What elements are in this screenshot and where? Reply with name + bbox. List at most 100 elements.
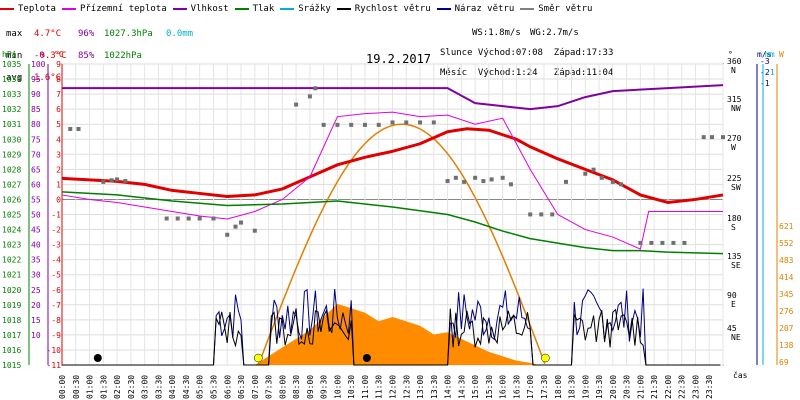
legend-item: Náraz větru — [436, 2, 514, 16]
series-line-teplota — [61, 127, 724, 204]
max-press: 1027.3hPa — [104, 29, 153, 39]
tick-x: 21:30 — [650, 375, 659, 399]
marker-moon-rise — [93, 354, 102, 362]
wind-direction-point — [660, 240, 665, 245]
tick-hpa: 1031 — [2, 120, 21, 129]
tick-pct: 10 — [31, 331, 41, 340]
wind-direction-point — [453, 175, 458, 180]
tick-w: 483 — [779, 256, 794, 265]
tick-temp: -2 — [51, 226, 61, 235]
tick-pct: 35 — [31, 256, 41, 265]
tick-dir-name: S — [731, 223, 736, 232]
tick-dir: 360 — [727, 57, 742, 66]
tick-dir-name: W — [731, 143, 736, 152]
tick-x: 22:00 — [664, 375, 673, 399]
tick-pct: 60 — [31, 180, 41, 189]
min-hum: 85% — [78, 51, 95, 61]
wind-direction-point — [307, 94, 312, 99]
wind-direction-point — [418, 120, 423, 125]
tick-x: 20:30 — [623, 375, 632, 399]
tick-x: 15:30 — [485, 375, 494, 399]
tick-temp: -1 — [51, 211, 61, 220]
tick-temp: -5 — [51, 271, 61, 280]
tick-x: 22:30 — [678, 375, 687, 399]
tick-x: 06:30 — [237, 375, 246, 399]
tick-hpa: 1023 — [2, 241, 21, 250]
tick-w: 138 — [779, 341, 794, 350]
ws-value: WS:1.8m/s — [472, 28, 521, 38]
legend-swatch — [0, 8, 14, 10]
tick-temp: -9 — [51, 331, 61, 340]
tick-x: 05:30 — [209, 375, 218, 399]
tick-x: 03:30 — [154, 375, 163, 399]
tick-x: 03:00 — [141, 375, 150, 399]
tick-hpa: 1022 — [2, 256, 21, 265]
tick-dir: 180 — [727, 214, 742, 223]
tick-pct: 50 — [31, 211, 41, 220]
legend-swatch — [172, 8, 187, 10]
tick-dir: 270 — [727, 134, 742, 143]
tick-hpa: 1015 — [2, 361, 21, 370]
min-label: min — [6, 51, 23, 61]
moon-times: Měsíc Východ:1:24 Západ:11:04 — [440, 68, 614, 78]
wind-direction-point — [225, 232, 230, 237]
wind-direction-point — [123, 179, 128, 184]
tick-temp: 6 — [56, 105, 61, 114]
tick-pct: 15 — [31, 316, 41, 325]
tick-dir-name: N — [731, 66, 736, 75]
wind-direction-point — [376, 122, 381, 127]
axis-label-temp: °C — [54, 50, 64, 59]
tick-x: 02:30 — [127, 375, 136, 399]
wind-direction-point — [321, 122, 326, 127]
wind-direction-point — [583, 171, 588, 176]
tick-pct: 65 — [31, 165, 41, 174]
tick-dir: 90 — [727, 291, 737, 300]
chart-title: 19.2.2017 — [366, 52, 432, 66]
tick-x: 00:00 — [58, 375, 67, 399]
tick-x: 01:30 — [99, 375, 108, 399]
tick-temp: 8 — [56, 75, 61, 84]
tick-x: 02:00 — [113, 375, 122, 399]
tick-x: 23:00 — [691, 375, 700, 399]
wind-direction-point — [68, 126, 73, 131]
wind-direction-point — [404, 120, 409, 125]
tick-dir: 225 — [727, 174, 742, 183]
legend-swatch — [520, 8, 535, 10]
wind-direction-point — [445, 179, 450, 184]
tick-pct: 100 — [31, 60, 46, 69]
wind-direction-point — [539, 212, 544, 217]
tick-x: 04:30 — [182, 375, 191, 399]
tick-temp: -10 — [47, 346, 62, 355]
tick-w: 552 — [779, 239, 794, 248]
tick-temp: 1 — [56, 180, 61, 189]
wind-direction-point — [564, 179, 569, 184]
wind-direction-point — [335, 122, 340, 127]
wind-direction-point — [431, 120, 436, 125]
tick-dir-name: E — [731, 300, 736, 309]
tick-dir-name: NW — [731, 104, 741, 113]
wind-direction-point — [211, 216, 216, 221]
tick-dir-name: SE — [731, 261, 741, 270]
wind-direction-point — [313, 86, 318, 91]
axis-label-mm: mm — [765, 50, 775, 59]
wind-direction-point — [721, 135, 725, 140]
tick-x: 15:00 — [471, 375, 480, 399]
legend-label: Přízemní teplota — [79, 4, 167, 14]
wind-direction-point — [164, 216, 169, 221]
tick-ms: -3 — [760, 57, 770, 66]
legend-item: Přízemní teplota — [61, 2, 167, 16]
max-temp: 4.7°C — [34, 29, 62, 39]
tick-temp: -3 — [51, 241, 61, 250]
axis-label-dir: ° — [728, 50, 733, 59]
tick-pct: 70 — [31, 150, 41, 159]
tick-temp: 5 — [56, 120, 61, 129]
tick-x: 12:00 — [389, 375, 398, 399]
tick-x: 00:30 — [72, 375, 81, 399]
tick-x: 18:30 — [568, 375, 577, 399]
tick-w: 414 — [779, 273, 794, 282]
series-line-vlhkost — [62, 84, 724, 111]
axis-label-pct: % — [40, 50, 45, 59]
tick-pct: 85 — [31, 105, 41, 114]
tick-x: 05:00 — [196, 375, 205, 399]
